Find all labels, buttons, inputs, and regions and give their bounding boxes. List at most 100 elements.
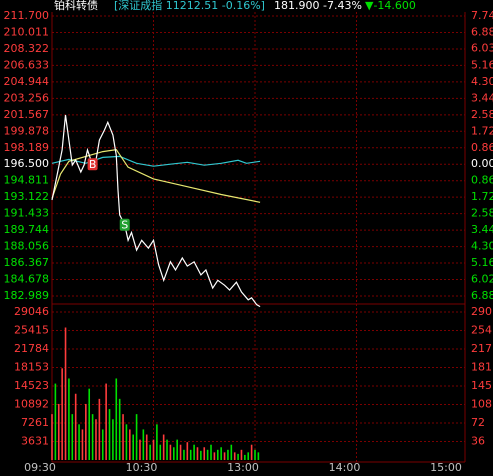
y2-tick-label: 6.03 bbox=[471, 42, 493, 55]
volume-tick-label: 14523 bbox=[14, 379, 49, 392]
y-tick-label: 198.189 bbox=[4, 141, 50, 154]
volume-y2-tick-label: 181 bbox=[471, 361, 492, 374]
volume-bar bbox=[250, 444, 253, 460]
volume-bar bbox=[122, 414, 124, 460]
volume-tick-label: 25415 bbox=[14, 324, 49, 337]
volume-y2-tick-label: 36 bbox=[471, 434, 485, 447]
volume-bar bbox=[125, 424, 128, 460]
volume-bar bbox=[129, 429, 131, 460]
volume-bar bbox=[162, 434, 165, 460]
volume-bar bbox=[257, 452, 260, 460]
y-tick-label: 196.500 bbox=[4, 157, 50, 170]
volume-bar bbox=[233, 452, 236, 460]
volume-bar bbox=[240, 449, 243, 460]
price-line bbox=[51, 114, 261, 308]
volume-bar bbox=[91, 414, 94, 460]
volume-y2-tick-label: 217 bbox=[471, 342, 492, 355]
volume-bar bbox=[78, 424, 80, 460]
y2-tick-label: 4.30 bbox=[471, 75, 493, 88]
volume-bar bbox=[61, 368, 63, 460]
y2-tick-label: 2.58 bbox=[471, 207, 493, 220]
volume-bar bbox=[135, 414, 138, 460]
volume-bar bbox=[159, 444, 162, 460]
x-tick-label: 15:00 bbox=[430, 461, 462, 474]
y2-tick-label: 1.72 bbox=[471, 190, 493, 203]
volume-tick-label: 10892 bbox=[14, 398, 49, 411]
volume-bar bbox=[142, 429, 145, 460]
volume-bar bbox=[230, 444, 233, 460]
volume-bar bbox=[203, 447, 206, 460]
y2-tick-label: 0.00 bbox=[471, 157, 493, 170]
volume-bar bbox=[68, 378, 70, 460]
volume-bar bbox=[101, 429, 104, 460]
volume-bar bbox=[88, 388, 91, 460]
volume-bar bbox=[183, 449, 185, 460]
volume-bar bbox=[216, 449, 219, 460]
y2-tick-label: 2.58 bbox=[471, 108, 493, 121]
x-tick-label: 09:30 bbox=[24, 461, 56, 474]
trade-marker-label: B bbox=[89, 158, 97, 171]
volume-bar bbox=[179, 444, 182, 460]
y2-tick-label: 0.86 bbox=[471, 141, 493, 154]
volume-bar bbox=[95, 419, 97, 460]
volume-bar bbox=[220, 447, 222, 460]
y-tick-label: 208.322 bbox=[4, 42, 50, 55]
volume-bar bbox=[57, 403, 60, 460]
volume-bar bbox=[254, 449, 256, 460]
y2-tick-label: 4.30 bbox=[471, 240, 493, 253]
y-tick-label: 210.011 bbox=[4, 25, 50, 38]
volume-y2-tick-label: 145 bbox=[471, 379, 492, 392]
volume-bar bbox=[186, 442, 189, 460]
index-text: [深证成指 11212.51 -0.16%] bbox=[114, 0, 265, 12]
volume-bar bbox=[108, 409, 111, 460]
stock-name: 铂科转债 bbox=[54, 0, 98, 12]
y-tick-label: 203.256 bbox=[4, 91, 50, 104]
volume-tick-label: 29046 bbox=[14, 305, 49, 318]
volume-tick-label: 21784 bbox=[14, 342, 49, 355]
volume-bar bbox=[71, 414, 74, 460]
volume-bar bbox=[64, 327, 67, 460]
volume-bar bbox=[227, 449, 229, 460]
volume-bar bbox=[247, 452, 250, 460]
volume-tick-label: 7261 bbox=[21, 416, 49, 429]
volume-bar bbox=[74, 393, 77, 460]
volume-bar bbox=[176, 439, 178, 460]
volume-bar bbox=[244, 454, 246, 460]
volume-bar bbox=[156, 424, 158, 460]
volume-bar bbox=[145, 434, 148, 460]
x-tick-label: 13:00 bbox=[227, 461, 259, 474]
volume-bar bbox=[169, 444, 172, 460]
volume-bar bbox=[51, 414, 53, 460]
y2-tick-label: 3.44 bbox=[471, 223, 493, 236]
volume-bar bbox=[112, 419, 114, 460]
x-tick-label: 10:30 bbox=[126, 461, 158, 474]
y2-tick-label: 0.86 bbox=[471, 174, 493, 187]
y2-tick-label: 6.02 bbox=[471, 273, 493, 286]
y2-tick-label: 6.88 bbox=[471, 289, 493, 302]
y-tick-label: 188.056 bbox=[4, 240, 50, 253]
volume-bar bbox=[237, 453, 239, 460]
change-text: ▼-14.600 bbox=[365, 0, 416, 12]
y-tick-label: 191.433 bbox=[4, 207, 50, 220]
volume-bar bbox=[152, 439, 155, 460]
y2-tick-label: 3.44 bbox=[471, 91, 493, 104]
y2-tick-label: 5.16 bbox=[471, 256, 493, 269]
volume-y2-tick-label: 108 bbox=[471, 398, 492, 411]
volume-y2-tick-label: 254 bbox=[471, 324, 492, 337]
trade-marker bbox=[87, 158, 98, 171]
y-tick-label: 194.811 bbox=[4, 174, 50, 187]
y-tick-label: 186.367 bbox=[4, 256, 50, 269]
y-tick-label: 199.878 bbox=[4, 124, 50, 137]
volume-bar bbox=[118, 398, 121, 460]
volume-bar bbox=[85, 403, 87, 460]
price-line bbox=[51, 148, 261, 203]
volume-bar bbox=[166, 439, 168, 460]
y-tick-label: 193.122 bbox=[4, 190, 50, 203]
volume-bar bbox=[213, 452, 216, 460]
volume-bar bbox=[193, 444, 195, 460]
y2-tick-label: 6.88 bbox=[471, 25, 493, 38]
volume-bar bbox=[210, 444, 212, 460]
volume-bar bbox=[196, 447, 199, 460]
volume-bar bbox=[132, 434, 134, 460]
